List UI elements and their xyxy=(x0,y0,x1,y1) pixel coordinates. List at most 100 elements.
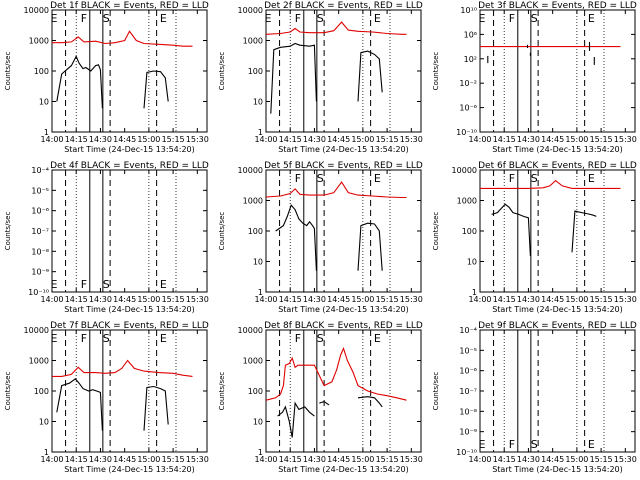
x-tick-label: 14:45 xyxy=(327,455,350,464)
x-tick-label: 14:30 xyxy=(303,295,326,304)
events-series-line xyxy=(357,396,383,408)
x-tick-label: 14:30 xyxy=(89,455,112,464)
x-tick-label: 14:45 xyxy=(113,295,136,304)
marker-letter-s: S xyxy=(103,12,110,25)
marker-letter-s: S xyxy=(531,438,538,451)
x-tick-label: 14:45 xyxy=(113,135,136,144)
marker-letter-e: E xyxy=(160,12,167,25)
events-series-line xyxy=(277,401,315,438)
x-tick-label: 14:15 xyxy=(65,135,88,144)
marker-letter-s: S xyxy=(103,278,110,291)
x-tick-label: 14:15 xyxy=(65,455,88,464)
y-tick-label: 10 xyxy=(39,98,49,107)
y-tick-label: 10⁻⁷ xyxy=(31,227,49,236)
marker-letter-s: S xyxy=(531,172,538,185)
y-axis-label: Counts/sec xyxy=(218,52,226,91)
x-tick-label: 14:30 xyxy=(303,135,326,144)
y-tick-label: 10⁻¹⁰ xyxy=(456,128,477,137)
y-tick-label: 10⁻⁹ xyxy=(31,268,49,277)
y-tick-label: 10⁻⁶ xyxy=(459,367,477,376)
y-tick-label: 10⁻⁴ xyxy=(459,326,477,335)
chart-title: Det 2f BLACK = Events, RED = LLD xyxy=(264,1,423,11)
y-tick-label: 1 xyxy=(44,128,49,137)
y-tick-label: 1 xyxy=(258,128,263,137)
marker-letter-f: F xyxy=(509,172,515,185)
marker-letter-e: E xyxy=(50,332,57,345)
x-tick-label: 14:00 xyxy=(468,135,491,144)
lld-series-line xyxy=(52,30,193,47)
x-tick-label: 14:45 xyxy=(541,295,564,304)
y-tick-label: 100 xyxy=(248,227,263,236)
y-tick-label: 10000 xyxy=(238,326,263,335)
chart-panel-7: Det 7f BLACK = Events, RED = LLD 1 10 100 10… xyxy=(4,321,209,474)
x-tick-label: 15:30 xyxy=(400,135,423,144)
x-axis-label: Start Time (24-Dec-15 13:54:20) xyxy=(492,145,623,154)
chart-panel-6: Det 6f BLACK = Events, RED = LLD 1 10 100 10… xyxy=(432,161,637,314)
y-axis-label: Counts/sec xyxy=(432,52,440,91)
marker-letter-s: S xyxy=(317,12,324,25)
x-tick-label: 15:15 xyxy=(376,135,399,144)
y-tick-label: 10⁻⁶ xyxy=(459,104,477,113)
x-tick-label: 14:15 xyxy=(279,295,302,304)
y-tick-label: 10⁻⁶ xyxy=(31,207,49,216)
chart-title: Det 6f BLACK = Events, RED = LLD xyxy=(478,161,637,171)
y-tick-label: 10⁻⁸ xyxy=(459,407,477,416)
marker-letter-e: E xyxy=(374,332,381,345)
y-tick-label: 1000 xyxy=(243,197,263,206)
events-series-line xyxy=(275,204,317,271)
y-tick-label: 100 xyxy=(248,387,263,396)
x-tick-label: 14:15 xyxy=(65,295,88,304)
y-tick-label: 1000 xyxy=(243,357,263,366)
y-tick-label: 100 xyxy=(34,67,49,76)
y-tick-label: 1 xyxy=(258,448,263,457)
x-tick-label: 15:00 xyxy=(137,295,160,304)
x-tick-label: 15:30 xyxy=(400,295,423,304)
y-tick-label: 10 xyxy=(467,258,477,267)
marker-letter-e: E xyxy=(588,12,595,25)
events-series-line xyxy=(491,203,531,257)
chart-title: Det 4f BLACK = Events, RED = LLD xyxy=(50,161,209,171)
y-tick-label: 1000 xyxy=(29,37,49,46)
y-tick-label: 10000 xyxy=(238,166,263,175)
marker-letter-e: E xyxy=(588,438,595,451)
marker-letter-e: E xyxy=(50,278,57,291)
events-series-line xyxy=(143,70,169,109)
marker-letter-e: E xyxy=(264,12,271,25)
y-tick-label: 10⁻¹⁰ xyxy=(456,448,477,457)
y-tick-label: 10 xyxy=(39,418,49,427)
chart-panel-8: Det 8f BLACK = Events, RED = LLD 1 10 100 10… xyxy=(218,321,423,474)
x-tick-label: 14:45 xyxy=(541,455,564,464)
chart-panel-9: Det 9f BLACK = Events, RED = LLD 10⁻¹⁰ 10⁻… xyxy=(432,321,637,474)
plot-frame xyxy=(479,329,636,453)
x-tick-label: 14:15 xyxy=(493,135,516,144)
x-tick-label: 14:00 xyxy=(468,295,491,304)
y-tick-label: 10⁻⁸ xyxy=(31,247,49,256)
y-tick-label: 1000 xyxy=(29,357,49,366)
x-tick-label: 15:30 xyxy=(186,135,209,144)
x-axis-label: Start Time (24-Dec-15 13:54:20) xyxy=(278,465,409,474)
y-axis-label: Counts/sec xyxy=(4,372,12,411)
lld-series-line xyxy=(480,179,621,189)
marker-letter-f: F xyxy=(295,172,301,185)
x-tick-label: 14:45 xyxy=(113,455,136,464)
marker-letter-e: E xyxy=(588,172,595,185)
x-tick-label: 15:15 xyxy=(590,295,613,304)
marker-letter-f: F xyxy=(81,332,87,345)
x-tick-label: 14:30 xyxy=(517,295,540,304)
y-tick-label: 10⁻² xyxy=(459,79,477,88)
y-tick-label: 100 xyxy=(462,227,477,236)
marker-letter-f: F xyxy=(509,438,515,451)
marker-letter-f: F xyxy=(509,12,515,25)
y-tick-label: 10⁻⁹ xyxy=(459,428,477,437)
events-series-line xyxy=(319,400,330,406)
y-tick-label: 10⁻⁵ xyxy=(459,346,477,355)
y-tick-label: 10⁻¹⁰ xyxy=(28,288,49,297)
lld-series-line xyxy=(52,359,193,377)
lld-series-line xyxy=(265,181,407,199)
x-tick-label: 15:00 xyxy=(351,455,374,464)
x-tick-label: 15:00 xyxy=(137,455,160,464)
y-tick-label: 100 xyxy=(34,387,49,396)
chart-panel-2: Det 2f BLACK = Events, RED = LLD 1 10 100 10… xyxy=(218,1,423,154)
chart-title: Det 3f BLACK = Events, RED = LLD xyxy=(478,1,637,11)
